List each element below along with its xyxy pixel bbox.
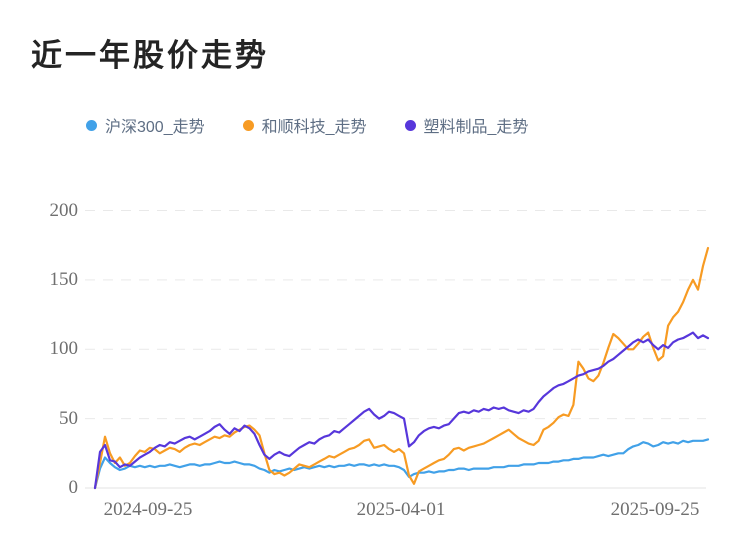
legend-item-label: 沪深300_走势 xyxy=(105,119,205,136)
line-hs300[interactable] xyxy=(93,438,710,490)
chart-title: 近一年股价走势 xyxy=(31,38,269,73)
line-plastics[interactable] xyxy=(93,331,710,490)
y-axis-tick-label: 50 xyxy=(59,407,78,429)
line-heshun[interactable] xyxy=(93,246,710,490)
x-axis-tick-label: 2025-04-01 xyxy=(356,499,446,520)
legend-item-hs300[interactable]: 沪深300_走势 xyxy=(86,113,205,137)
y-axis-tick-label: 200 xyxy=(49,199,79,221)
x-axis-tick-label: 2025-09-25 xyxy=(610,499,700,520)
legend-item-label: 塑料制品_走势 xyxy=(423,119,529,136)
y-axis-tick-label: 150 xyxy=(49,268,79,290)
legend-item-plastics[interactable]: 塑料制品_走势 xyxy=(404,113,529,137)
legend-dot-icon xyxy=(86,119,97,131)
x-axis-tick-label: 2024-09-25 xyxy=(103,499,193,520)
legend-item-heshun[interactable]: 和顺科技_走势 xyxy=(242,113,367,137)
y-axis-tick-label: 0 xyxy=(68,477,79,498)
legend-dot-icon xyxy=(404,119,416,131)
legend-item-label: 和顺科技_走势 xyxy=(261,119,367,136)
legend-dot-icon xyxy=(242,119,254,131)
y-axis-tick-label: 100 xyxy=(49,338,79,360)
legend: 沪深300_走势 和顺科技_走势 塑料制品_走势 xyxy=(86,113,528,137)
